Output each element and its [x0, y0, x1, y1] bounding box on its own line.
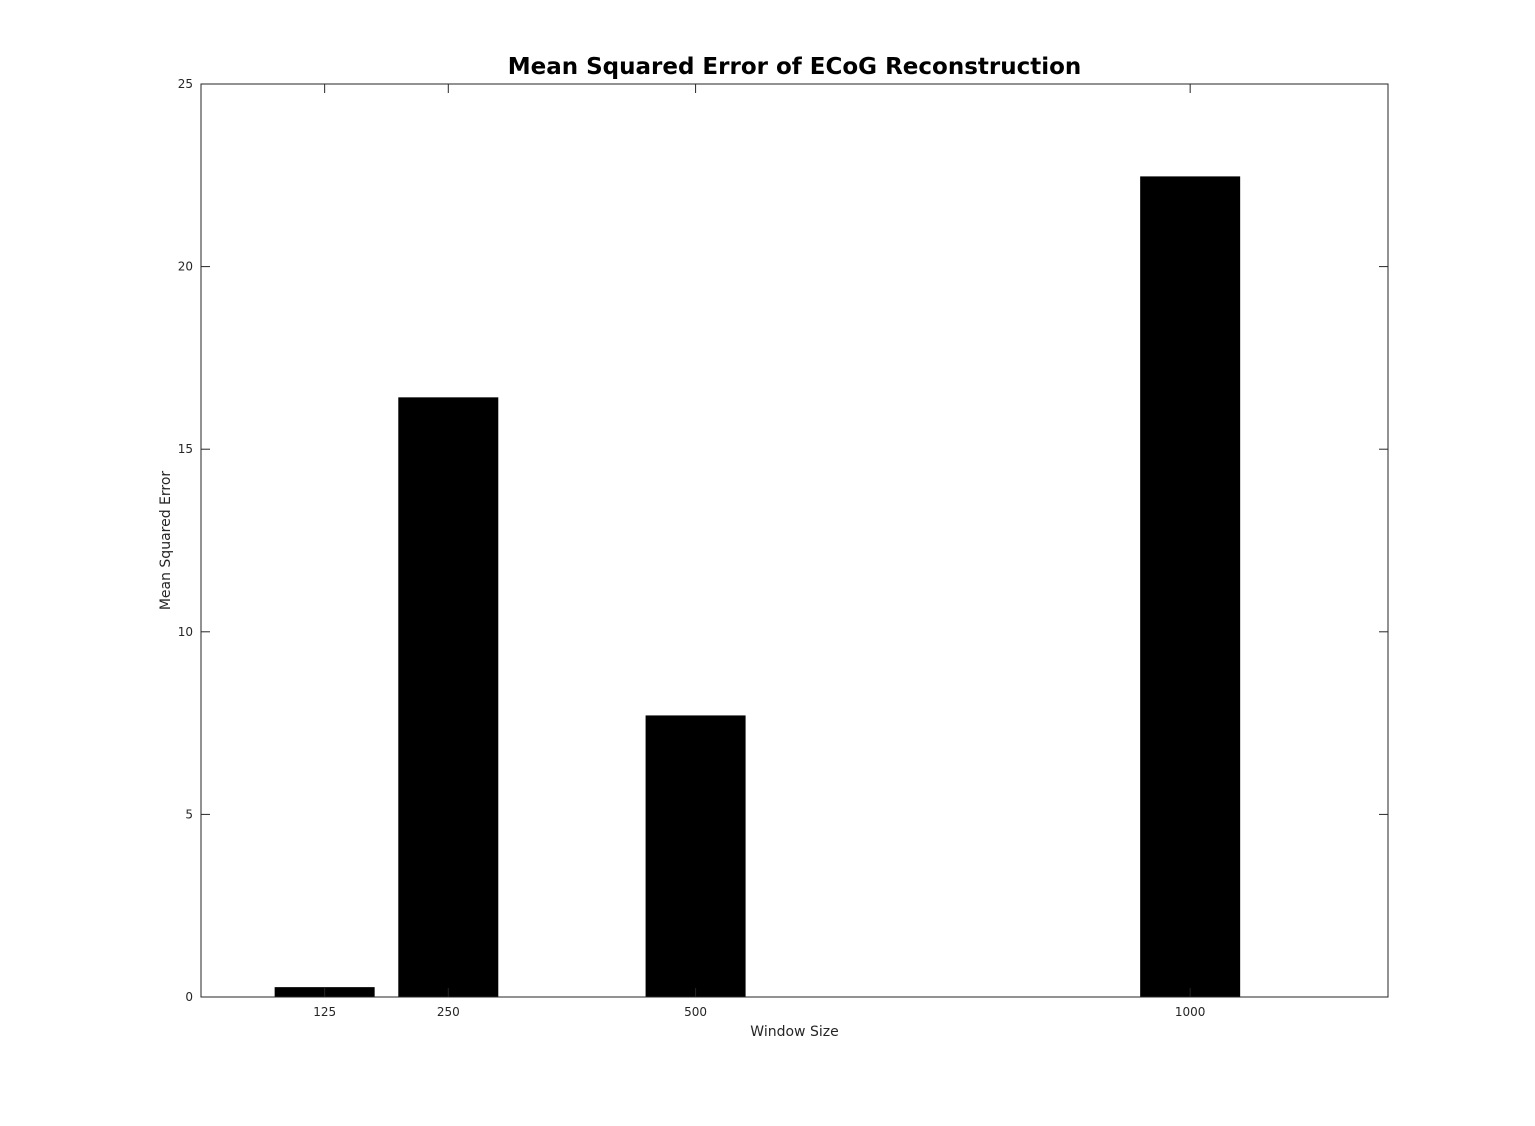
y-tick-label: 10 [178, 625, 193, 639]
x-tick-label: 125 [313, 1005, 336, 1019]
chart-title: Mean Squared Error of ECoG Reconstructio… [508, 54, 1082, 80]
axes-frame [200, 83, 1389, 998]
y-axis-label: Mean Squared Error [158, 471, 174, 611]
bars-group [274, 176, 1241, 997]
bar-500 [645, 715, 746, 997]
y-tick-label: 0 [185, 990, 193, 1004]
y-tick-label: 20 [178, 260, 193, 274]
y-tick-label: 25 [178, 77, 193, 91]
bar-1000 [1140, 176, 1241, 997]
x-tick-label: 500 [684, 1005, 707, 1019]
y-tick-label: 5 [185, 807, 193, 821]
tick-labels-group: 125 250 500 1000 0 5 10 15 20 25 [178, 77, 1206, 1019]
y-tick-label: 15 [178, 442, 193, 456]
x-tick-label: 250 [437, 1005, 460, 1019]
x-tick-label: 1000 [1175, 1005, 1206, 1019]
bar-250 [398, 397, 499, 997]
ticks-group [201, 83, 1388, 998]
x-axis-label: Window Size [750, 1024, 838, 1040]
